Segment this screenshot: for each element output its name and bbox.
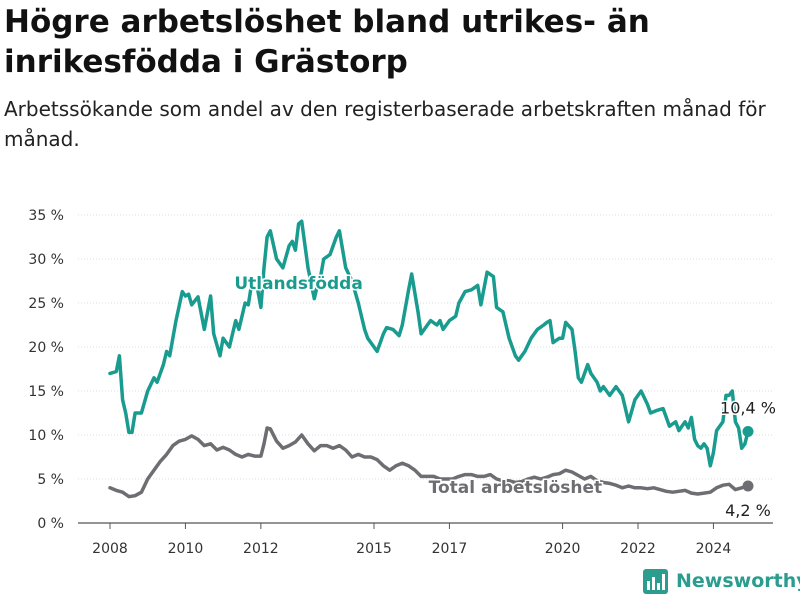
x-tick-label: 2017 bbox=[432, 541, 468, 557]
chart-subtitle: Arbetssökande som andel av den registerb… bbox=[4, 97, 766, 151]
x-tick-label: 2008 bbox=[92, 541, 128, 557]
y-tick-label: 0 % bbox=[37, 516, 64, 532]
y-tick-label: 15 % bbox=[28, 384, 64, 400]
y-tick-label: 35 % bbox=[28, 208, 64, 224]
series-label-utlandsfodda: Utlandsfödda bbox=[234, 274, 363, 294]
brand-name: Newsworthy bbox=[676, 570, 800, 592]
end-value-label-utlandsfodda: 10,4 % bbox=[720, 398, 776, 417]
x-tick-label: 2012 bbox=[243, 541, 279, 557]
series-line-total bbox=[108, 426, 750, 499]
x-tick-label: 2024 bbox=[696, 541, 732, 557]
y-tick-label: 20 % bbox=[28, 340, 64, 356]
x-tick-label: 2010 bbox=[168, 541, 204, 557]
end-marker-total bbox=[742, 480, 754, 492]
y-tick-label: 5 % bbox=[37, 472, 64, 488]
brand: Newsworthy bbox=[643, 567, 800, 595]
y-tick-label: 30 % bbox=[28, 252, 64, 268]
y-tick-label: 10 % bbox=[28, 428, 64, 444]
line-chart: 0 % 5 % 10 % 15 % 20 % 25 % 30 % 35 % 2008 2010 20… bbox=[28, 208, 777, 557]
series-line-utlandsfodda bbox=[108, 219, 750, 468]
x-tick-label: 2020 bbox=[545, 541, 581, 557]
end-value-label-total: 4,2 % bbox=[725, 501, 771, 520]
series-label-total: Total arbetslöshet bbox=[429, 478, 603, 498]
x-tick-label: 2022 bbox=[620, 541, 656, 557]
x-tick-label: 2015 bbox=[356, 541, 392, 557]
bar-chart-logo-icon bbox=[643, 568, 668, 594]
chart-title: Högre arbetslöshet bland utrikes- än inr… bbox=[4, 4, 650, 80]
y-tick-label: 25 % bbox=[28, 296, 64, 312]
end-marker-utlandsfodda bbox=[742, 425, 754, 437]
